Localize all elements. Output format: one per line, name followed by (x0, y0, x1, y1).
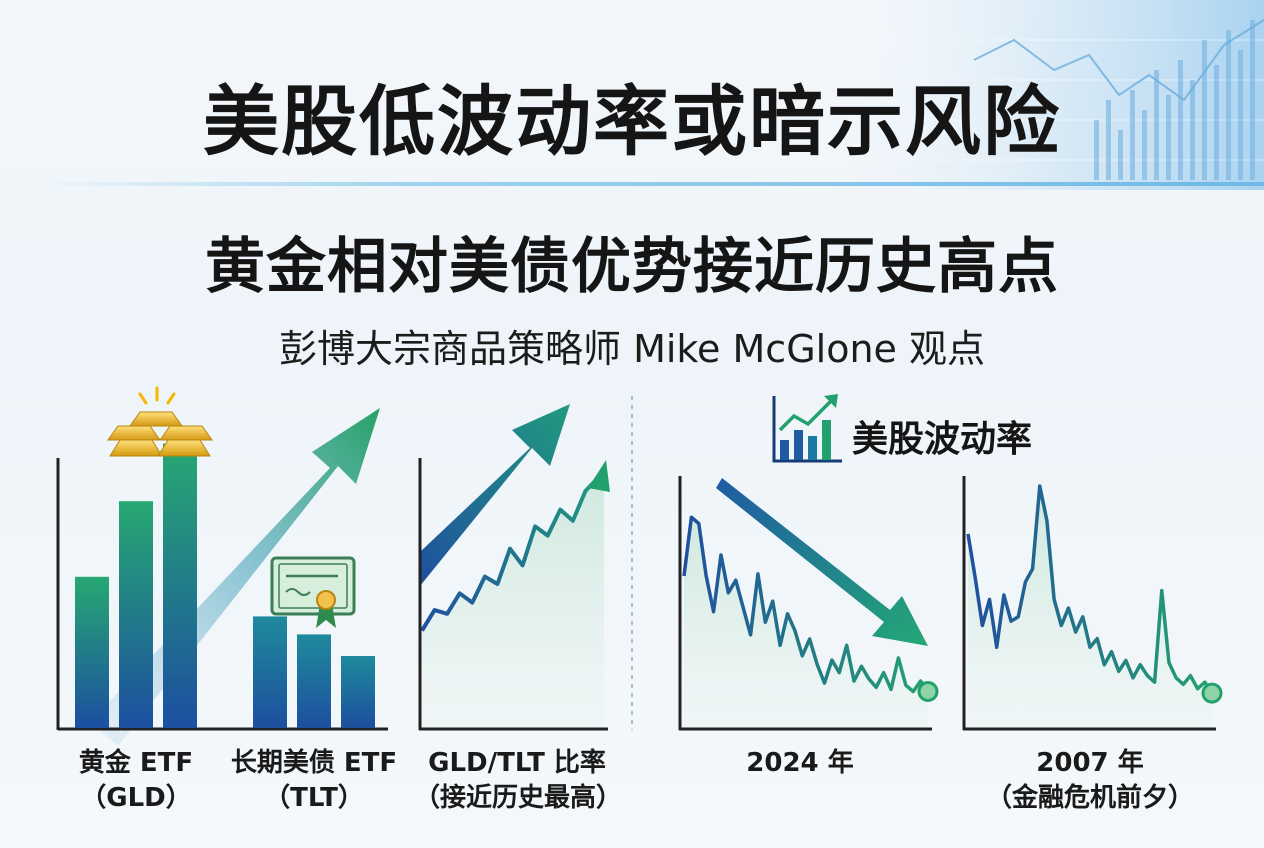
tlt-bar (253, 616, 287, 728)
volatility-end-marker (917, 681, 939, 702)
up-trend-arrow-icon (420, 404, 570, 586)
tlt-label: 长期美债 ETF （TLT） (230, 748, 398, 813)
page-subtitle: 黄金相对美债优势接近历史高点 (205, 232, 1059, 302)
bond-certificate-icon (270, 556, 356, 628)
background-chart-decoration (844, 0, 1264, 190)
tlt-bar (297, 634, 331, 728)
volatility-area-fill (684, 517, 928, 728)
source-line: 彭博大宗商品策略师 Mike McGlone 观点 (278, 327, 985, 371)
year-2007-label: 2007 年 （金融危机前夕） (985, 748, 1194, 813)
ratio-arrowhead (588, 460, 610, 492)
gld-label: 黄金 ETF （GLD） (78, 748, 194, 813)
volatility-area-fill (968, 486, 1212, 728)
volatility-line (966, 484, 1214, 695)
ratio-area-fill (422, 478, 604, 728)
page-title: 美股低波动率或暗示风险 (203, 77, 1061, 166)
down-trend-arrow-icon (716, 478, 928, 646)
ratio-label: GLD/TLT 比率 （接近历史最高） (414, 748, 623, 813)
gld-tlt-ratio-chart (418, 404, 610, 731)
gld-bar (119, 501, 153, 728)
up-trend-arrow-icon (90, 408, 380, 746)
volatility-2007-chart (962, 476, 1223, 731)
tlt-bar (341, 656, 375, 728)
volatility-section-title: 美股波动率 (852, 419, 1033, 460)
volatility-2024-chart (678, 476, 939, 731)
gld-bar (75, 576, 109, 728)
gld-bar (163, 443, 197, 728)
volatility-line (682, 515, 930, 694)
title-divider (40, 182, 1264, 186)
year-2024-label: 2024 年 (746, 748, 854, 778)
volatility-end-marker (1201, 682, 1223, 704)
etf-bar-chart (56, 386, 388, 746)
gold-bars-icon (107, 386, 213, 457)
ratio-line (420, 476, 600, 632)
chart-growth-icon (772, 394, 842, 463)
